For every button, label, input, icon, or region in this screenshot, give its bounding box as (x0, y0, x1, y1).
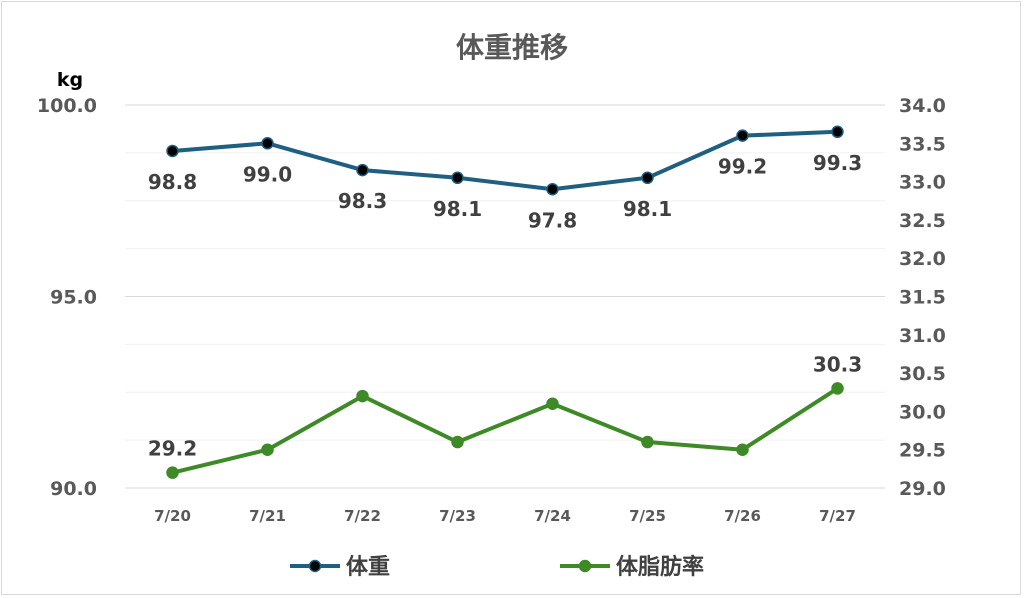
x-tick-label: 7/27 (819, 507, 856, 525)
data-point (356, 163, 369, 177)
data-point (166, 466, 179, 479)
y-right-tick-label: 29.0 (899, 478, 946, 500)
data-point (641, 435, 654, 449)
data-point (736, 443, 749, 456)
legend-label: 体脂肪率 (616, 554, 704, 580)
series-line (170, 386, 840, 475)
x-tick-label: 7/22 (344, 507, 381, 525)
y-right-tick-label: 30.5 (899, 363, 946, 385)
y-right-tick-labels: 29.0 29.5 30.0 30.5 31.0 31.5 32.0 32.5 33.0 33.5… (899, 95, 946, 500)
series-1: 98.8 99.0 98.3 98.1 97.8 98.1 99.2 99.3 (148, 125, 862, 232)
x-tick-label: 7/24 (534, 507, 571, 525)
data-label: 97.8 (528, 208, 577, 232)
gridlines (125, 104, 885, 489)
y-right-tick-label: 31.5 (899, 287, 946, 309)
legend[interactable]: 体重 体脂肪率 (290, 554, 704, 580)
data-label: 99.2 (718, 155, 767, 179)
legend-label: 体重 (346, 555, 390, 580)
data-point (641, 171, 654, 185)
data-point (831, 382, 844, 395)
series-2: 29.2 30.3 (148, 352, 862, 479)
y-right-tick-label: 33.5 (899, 133, 946, 155)
data-label: 98.3 (338, 189, 387, 213)
data-label: 98.1 (433, 197, 482, 221)
y-right-tick-label: 30.0 (899, 401, 946, 423)
legend-swatch-marker (578, 559, 592, 573)
y-right-tick-label: 34.0 (899, 95, 946, 117)
x-tick-label: 7/21 (249, 507, 286, 525)
x-tick-label: 7/20 (154, 507, 191, 525)
data-label: 98.8 (148, 170, 197, 194)
data-point (546, 397, 559, 410)
data-label: 98.1 (623, 197, 672, 221)
data-point (831, 125, 844, 139)
y-left-tick-labels: 90.0 95.0 100.0 (37, 95, 97, 500)
data-point (261, 137, 274, 150)
data-label: 30.3 (813, 352, 862, 376)
x-tick-label: 7/26 (724, 507, 761, 525)
data-point (546, 183, 559, 196)
data-point (356, 389, 369, 403)
y-left-tick-label: 90.0 (50, 478, 97, 500)
y-left-tick-label: 95.0 (50, 287, 97, 309)
chart-title: 体重推移 (456, 31, 568, 64)
y-left-tick-label: 100.0 (37, 95, 97, 117)
series-group: 98.8 99.0 98.3 98.1 97.8 98.1 99.2 99.3 29.2 30.3 (148, 125, 862, 479)
x-tick-label: 7/23 (439, 507, 476, 525)
y-right-tick-label: 29.5 (899, 440, 946, 462)
data-label: 29.2 (148, 437, 197, 461)
data-point (451, 435, 464, 449)
y-right-tick-label: 31.0 (899, 325, 946, 347)
data-point (736, 129, 749, 142)
data-point (261, 443, 274, 456)
legend-item[interactable]: 体重 (290, 555, 390, 580)
data-label: 99.0 (243, 162, 292, 186)
x-tick-labels: 7/20 7/21 7/22 7/23 7/24 7/25 7/26 7/27 (154, 507, 856, 525)
y-left-unit: kg (57, 69, 83, 91)
y-right-tick-label: 33.0 (899, 172, 946, 194)
x-tick-label: 7/25 (629, 507, 666, 525)
legend-swatch-marker (308, 559, 322, 573)
data-point (166, 144, 179, 158)
data-label: 99.3 (813, 151, 862, 175)
legend-item[interactable]: 体脂肪率 (560, 554, 704, 580)
y-right-tick-label: 32.5 (899, 210, 946, 232)
series-line (170, 129, 840, 192)
y-right-tick-label: 32.0 (899, 248, 946, 270)
data-point (451, 171, 464, 185)
